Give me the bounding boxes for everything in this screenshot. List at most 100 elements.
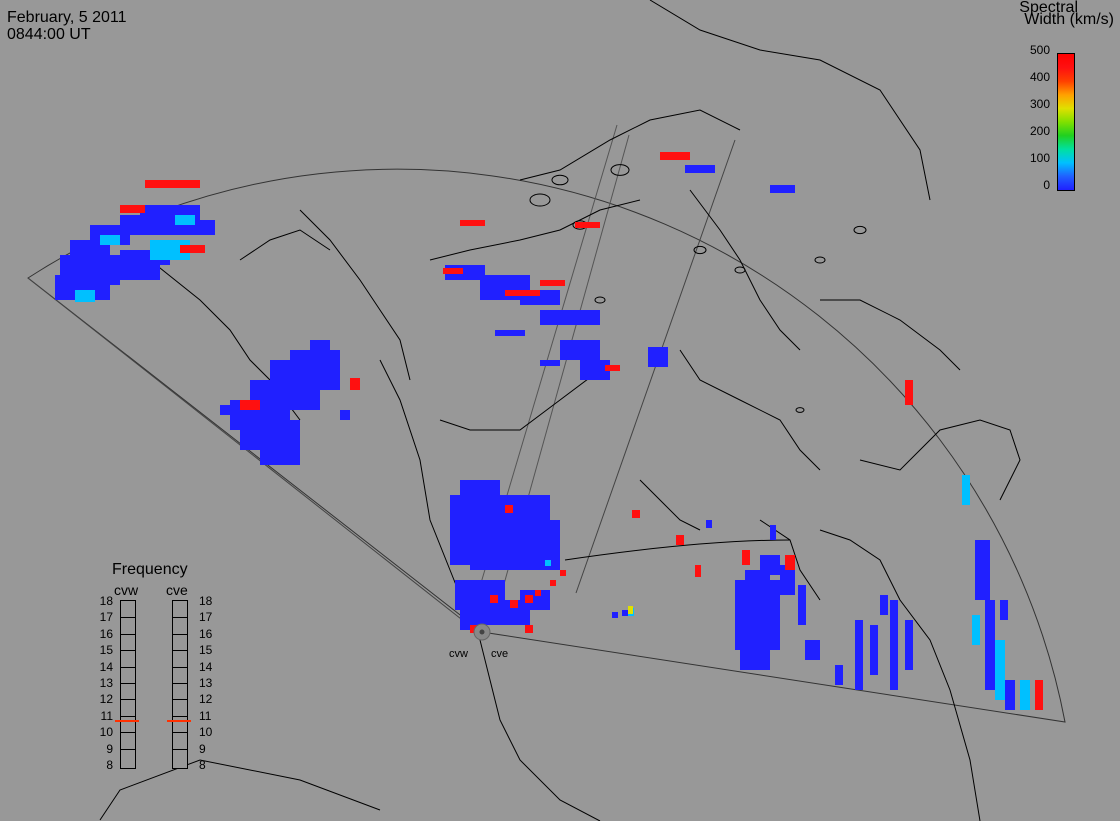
frequency-cell	[121, 732, 135, 734]
frequency-label: 18	[199, 594, 213, 608]
frequency-bar-west	[120, 600, 136, 769]
scatter-cell	[220, 405, 240, 415]
radar-label-east: cve	[491, 648, 509, 660]
scatter-cell	[648, 347, 668, 367]
frequency-cell	[173, 748, 187, 750]
scatter-cell	[972, 615, 980, 645]
scatter-cell	[855, 620, 863, 690]
scatter-cell	[605, 365, 620, 371]
scatter-cell	[676, 535, 684, 545]
coastline	[820, 299, 961, 371]
frequency-cell	[121, 715, 135, 717]
frequency-label: 15	[99, 643, 113, 658]
frequency-cell	[121, 666, 135, 668]
scatter-cell	[1035, 680, 1043, 710]
colorbar-tick: 0	[1043, 178, 1050, 192]
scatter-cell	[1005, 680, 1015, 710]
scatter-cell	[1000, 600, 1008, 620]
scatter-cell	[735, 580, 780, 650]
scatter-cell	[870, 625, 878, 675]
frequency-marker	[167, 719, 191, 722]
scatter-cell	[742, 550, 750, 565]
frequency-cell	[121, 633, 135, 635]
scatter-cell	[835, 665, 843, 685]
frequency-cell	[173, 732, 187, 734]
scatter-cell	[540, 280, 565, 286]
frequency-cell	[173, 699, 187, 701]
scatter-cell	[460, 480, 500, 500]
island-outline	[814, 256, 826, 264]
scatter-cell	[240, 400, 260, 410]
scatter-cell	[580, 360, 610, 380]
scatter-cell	[760, 555, 780, 575]
colorbar-tick: 400	[1029, 70, 1050, 84]
scatter-cell	[975, 540, 990, 600]
scatter-cell	[706, 520, 712, 528]
scatter-cell	[340, 410, 350, 420]
scatter-cell	[180, 245, 205, 253]
radar-label-west: cvw	[449, 648, 468, 660]
scatter-cell	[612, 612, 618, 618]
frequency-label: 13	[199, 676, 213, 690]
scatter-cell	[628, 606, 633, 614]
frequency-label: 10	[99, 725, 113, 740]
scatter-cell	[880, 595, 888, 615]
colorbar-tick: 100	[1029, 151, 1050, 165]
frequency-cell	[121, 650, 135, 652]
frequency-cell	[173, 650, 187, 652]
frequency-radar-west: cvw	[114, 582, 139, 598]
scatter-cell	[622, 610, 628, 616]
coastline	[819, 529, 981, 821]
frequency-label: 14	[199, 659, 213, 674]
frequency-title: Frequency	[112, 561, 188, 578]
scatter-cell	[985, 600, 995, 690]
scatter-cell	[350, 378, 360, 390]
coastline	[859, 419, 1021, 501]
scatter-cell	[740, 640, 770, 670]
fov-outline	[27, 168, 1066, 723]
scatter-cell	[535, 590, 541, 596]
frequency-cell	[173, 715, 187, 717]
scatter-cell	[540, 360, 560, 366]
scatter-cell	[545, 560, 551, 566]
scatter-cell	[310, 340, 330, 355]
fov-boundary	[27, 277, 471, 627]
scatter-cell	[785, 555, 795, 570]
scatter-cell	[520, 535, 560, 555]
frequency-cell	[121, 617, 135, 619]
coastline	[639, 479, 701, 531]
scatter-cell	[100, 235, 120, 245]
frequency-label: 14	[99, 659, 113, 674]
frequency-label: 16	[99, 626, 113, 641]
coastline	[439, 369, 601, 431]
frequency-cell	[173, 683, 187, 684]
scatter-cell	[175, 215, 195, 225]
frequency-cell	[121, 748, 135, 750]
border-line	[564, 539, 791, 561]
scatter-cell	[695, 565, 701, 577]
island-outline	[610, 164, 630, 176]
island-outline	[734, 266, 746, 274]
scatter-cell	[660, 152, 690, 160]
frequency-label: 15	[199, 643, 213, 658]
colorbar-tick: 300	[1029, 97, 1050, 111]
frequency-cell	[121, 683, 135, 684]
frequency-label: 12	[199, 692, 213, 707]
scatter-cell	[770, 185, 795, 193]
scatter-cell	[805, 640, 820, 660]
colorbar-tick: 500	[1029, 43, 1050, 57]
scatter-cell	[685, 165, 715, 173]
coastline	[429, 199, 641, 261]
scatter-cell	[575, 222, 600, 228]
scatter-cell	[770, 525, 776, 540]
scatter-cell	[905, 380, 913, 405]
coastline	[689, 189, 801, 351]
island-outline	[853, 225, 867, 235]
frequency-label: 10	[199, 725, 213, 740]
frequency-radar-east: cve	[166, 582, 188, 598]
frequency-cell	[173, 666, 187, 668]
scatter-cell	[780, 565, 795, 595]
colorbar-tick: 200	[1029, 124, 1050, 138]
scatter-cell	[560, 570, 566, 576]
